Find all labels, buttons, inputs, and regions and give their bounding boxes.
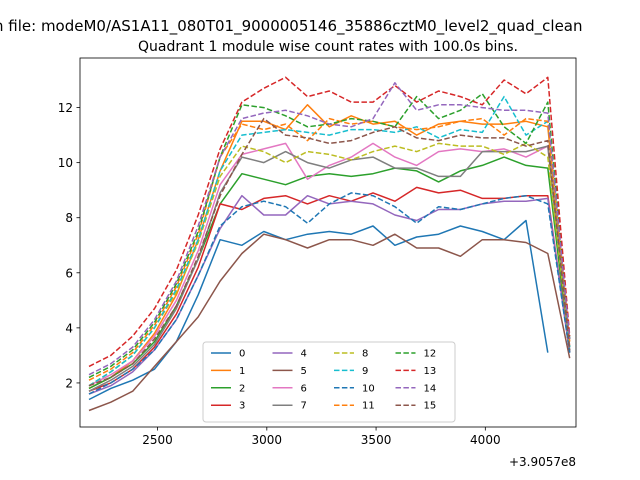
y-tick-label: 12: [58, 101, 73, 115]
legend-label-14: 14: [424, 383, 437, 394]
y-tick-label: 8: [65, 211, 73, 225]
legend-label-4: 4: [301, 349, 307, 360]
legend-label-5: 5: [301, 366, 307, 377]
x-tick-label: 2500: [142, 433, 173, 447]
series-line-1: [88, 104, 571, 390]
legend-label-6: 6: [301, 383, 307, 394]
legend-box: [202, 341, 456, 423]
series-line-14: [88, 82, 571, 376]
series-line-13: [88, 76, 571, 368]
legend-label-9: 9: [362, 366, 368, 377]
legend-label-3: 3: [239, 401, 245, 412]
series-line-10: [88, 192, 571, 395]
legend-label-0: 0: [239, 349, 245, 360]
axes-frame: [79, 57, 577, 428]
legend-label-12: 12: [424, 349, 437, 360]
x-tick-label: 3000: [252, 433, 283, 447]
series-line-7: [88, 145, 571, 392]
legend-label-10: 10: [362, 383, 375, 394]
legend-label-1: 1: [239, 366, 245, 377]
plot-area: [88, 76, 571, 412]
legend-label-15: 15: [424, 401, 437, 412]
x-tick-label: 4000: [470, 433, 501, 447]
legend-label-2: 2: [239, 383, 245, 394]
x-offset-label: +3.9057e8: [509, 455, 576, 469]
legend-label-13: 13: [424, 366, 437, 377]
chart-suptitle: n file: modeM0/AS1A11_080T01_9000005146_…: [0, 17, 583, 36]
y-tick-label: 2: [65, 376, 73, 390]
series-line-0: [88, 219, 549, 401]
series-line-6: [88, 142, 571, 387]
legend-label-7: 7: [301, 401, 307, 412]
y-tick-label: 4: [65, 321, 73, 335]
series-line-11: [88, 117, 571, 381]
legend-label-8: 8: [362, 349, 368, 360]
series-line-3: [88, 186, 571, 392]
x-tick-label: 3500: [361, 433, 392, 447]
series-line-9: [88, 95, 571, 387]
chart-title: Quadrant 1 module wise count rates with …: [138, 39, 518, 55]
y-tick-label: 10: [58, 156, 73, 170]
series-line-5: [88, 233, 571, 412]
y-tick-label: 6: [65, 266, 73, 280]
legend-label-11: 11: [362, 401, 375, 412]
